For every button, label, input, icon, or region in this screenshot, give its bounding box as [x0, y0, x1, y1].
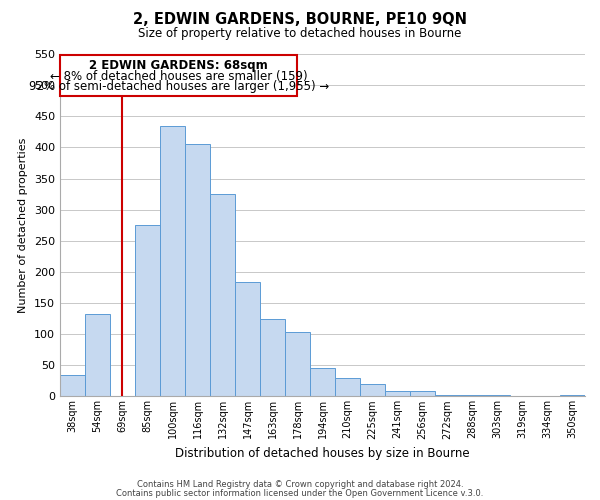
X-axis label: Distribution of detached houses by size in Bourne: Distribution of detached houses by size … — [175, 447, 470, 460]
Bar — [310, 368, 335, 396]
Bar — [285, 332, 310, 396]
Bar — [385, 392, 410, 396]
Bar — [85, 314, 110, 396]
Bar — [135, 225, 160, 396]
Bar — [335, 378, 360, 396]
Y-axis label: Number of detached properties: Number of detached properties — [19, 138, 28, 313]
FancyBboxPatch shape — [60, 55, 298, 96]
Text: 92% of semi-detached houses are larger (1,955) →: 92% of semi-detached houses are larger (… — [29, 80, 329, 93]
Bar — [260, 318, 285, 396]
Bar — [210, 194, 235, 396]
Bar — [235, 282, 260, 397]
Bar — [60, 374, 85, 396]
Text: ← 8% of detached houses are smaller (159): ← 8% of detached houses are smaller (159… — [50, 70, 308, 82]
Bar — [485, 395, 510, 396]
Bar — [160, 126, 185, 396]
Bar — [435, 394, 460, 396]
Text: 2, EDWIN GARDENS, BOURNE, PE10 9QN: 2, EDWIN GARDENS, BOURNE, PE10 9QN — [133, 12, 467, 28]
Bar — [460, 394, 485, 396]
Text: Contains HM Land Registry data © Crown copyright and database right 2024.: Contains HM Land Registry data © Crown c… — [137, 480, 463, 489]
Bar — [560, 394, 585, 396]
Bar — [410, 392, 435, 396]
Text: Size of property relative to detached houses in Bourne: Size of property relative to detached ho… — [139, 28, 461, 40]
Bar — [185, 144, 210, 396]
Bar — [360, 384, 385, 396]
Text: Contains public sector information licensed under the Open Government Licence v.: Contains public sector information licen… — [116, 489, 484, 498]
Text: 2 EDWIN GARDENS: 68sqm: 2 EDWIN GARDENS: 68sqm — [89, 59, 268, 72]
